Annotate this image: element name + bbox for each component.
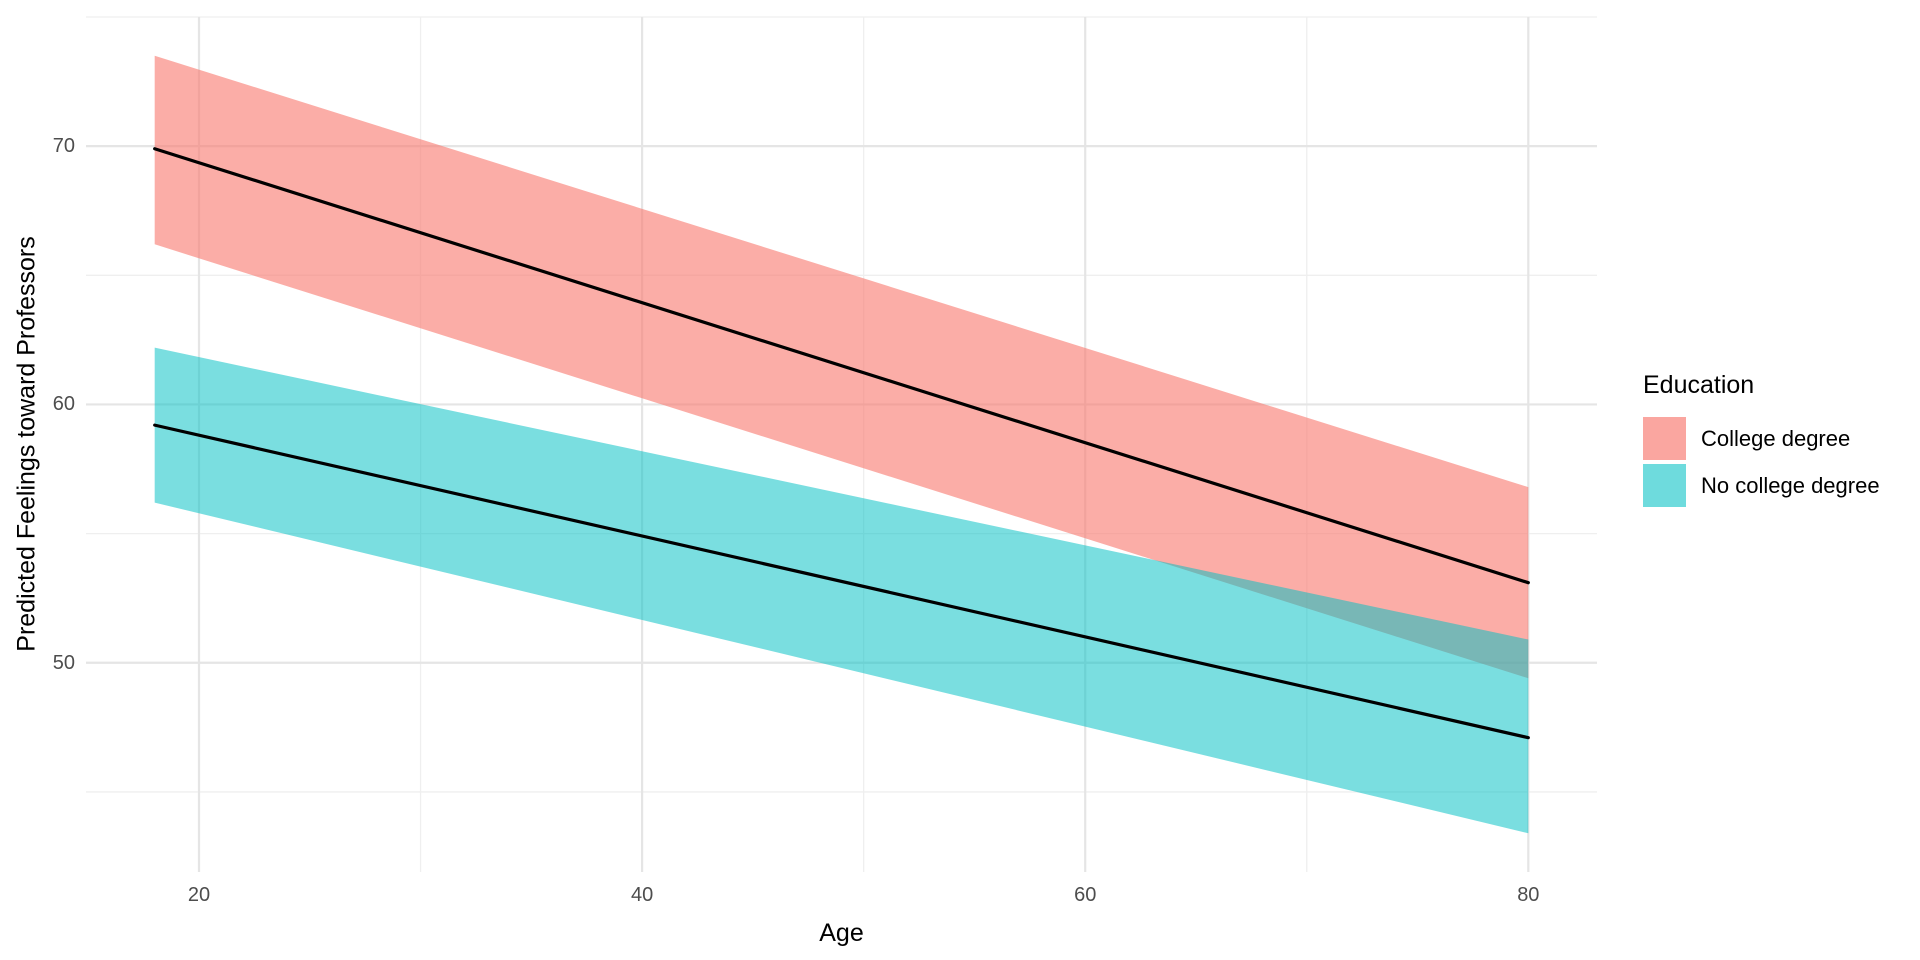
regression-line xyxy=(153,423,1530,740)
y-tick-label: 70 xyxy=(52,135,75,158)
x-tick-label: 80 xyxy=(1517,884,1540,906)
y-axis-title: Predicted Feelings toward Professors xyxy=(12,236,41,652)
x-axis-title: Age xyxy=(819,919,864,947)
legend-swatch xyxy=(1643,417,1686,460)
legend-swatch xyxy=(1643,464,1686,507)
legend-title: Education xyxy=(1643,371,1755,399)
confidence-ribbon xyxy=(154,347,1529,834)
legend: Education College degree No college degre… xyxy=(1643,371,1880,511)
legend-item: No college degree xyxy=(1643,464,1880,507)
y-tick-label: 50 xyxy=(52,651,75,674)
legend-item-label: College degree xyxy=(1701,425,1851,451)
y-tick-label: 60 xyxy=(52,393,75,416)
legend-item: College degree xyxy=(1643,417,1880,460)
x-tick-label: 60 xyxy=(1074,884,1097,906)
regression-line xyxy=(153,147,1530,585)
x-tick-label: 40 xyxy=(630,884,654,906)
legend-items: College degree No college degree xyxy=(1643,417,1880,507)
legend-item-label: No college degree xyxy=(1701,472,1880,498)
x-tick-label: 20 xyxy=(187,884,211,906)
